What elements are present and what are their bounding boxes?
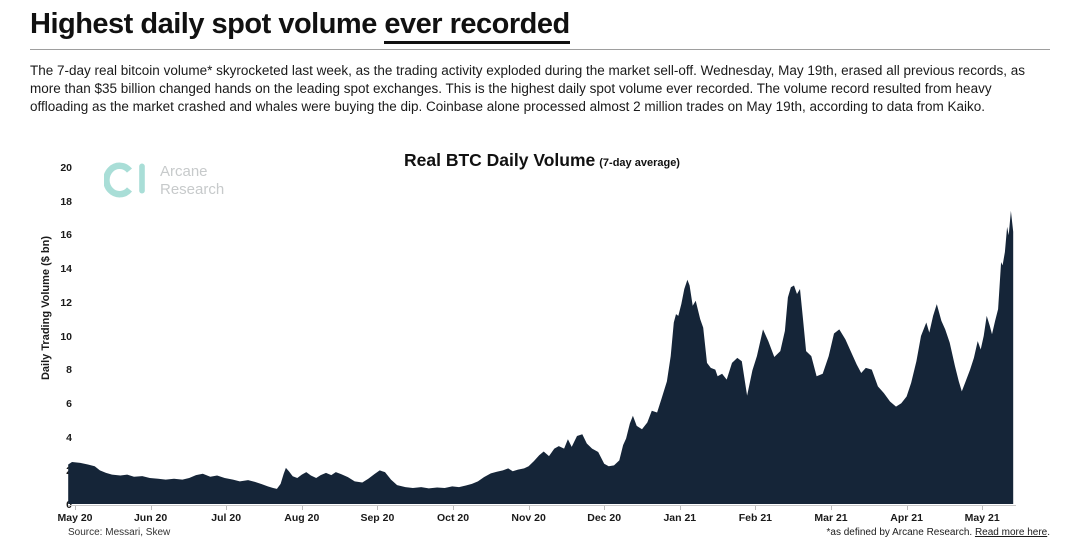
x-tick-mark [301,506,303,510]
volume-area-series [68,210,1014,505]
x-tick-label: Jan 21 [663,512,697,524]
read-more-link[interactable]: Read more here [974,527,1048,538]
x-tick-label: Jul 20 [211,512,242,524]
page-title-underlined: ever recorded [384,8,570,44]
y-tick-label: 20 [60,162,72,174]
x-tick-label: Feb 21 [738,512,773,524]
y-tick-label: 10 [60,330,72,343]
x-tick-mark [377,506,379,510]
x-tick-mark [679,506,681,510]
arcane-logo-icon [104,162,145,198]
x-tick-mark [755,506,757,510]
footnote-text: *as defined by Arcane Research. [826,527,975,538]
x-tick-mark [982,506,984,510]
x-tick-mark [226,506,228,510]
x-tick-label: May 20 [57,512,93,524]
arcane-logo-text: Arcane Research [160,163,224,199]
y-tick-label: 2 [28,464,72,478]
x-tick-mark [906,506,908,510]
intro-paragraph: The 7-day real bitcoin volume* skyrocket… [30,63,1025,114]
arcane-research-logo: Arcane Research [104,162,224,200]
y-tick-label: 14 [60,263,72,276]
x-tick-mark [75,506,76,510]
footnote-period: . [1047,527,1050,538]
y-tick-label: 12 [60,296,72,309]
y-tick-label: 8 [66,364,72,377]
btc-volume-area-chart [68,210,1016,506]
chart-title: Real BTC Daily Volume (7-day average) [68,150,1016,171]
page-title-normal: Highest daily spot volume [30,8,385,40]
x-tick-label: Nov 20 [511,512,546,524]
x-tick-mark [831,506,832,510]
x-tick-mark [604,506,606,510]
source-note: Source: Messari, Skew [68,527,171,538]
x-tick-label: Sep 20 [360,512,395,524]
x-tick-mark [453,506,454,510]
x-tick-mark [528,506,530,510]
x-tick-label: Dec 20 [587,512,622,524]
logo-line2: Research [160,181,225,198]
y-tick-label: 6 [66,397,72,410]
x-tick-label: May 21 [964,512,1000,524]
x-tick-label: Apr 21 [890,512,923,524]
y-tick-label: 4 [66,431,72,444]
y-tick-label: 18 [60,195,72,208]
x-tick-mark [150,506,152,510]
page-title: Highest daily spot volume ever recorded [30,8,570,44]
logo-line1: Arcane [160,163,208,180]
x-tick-label: Jun 20 [133,512,168,524]
chart-title-sub: (7-day average) [599,157,680,169]
chart-title-main: Real BTC Daily Volume [404,150,596,170]
x-tick-label: Aug 20 [284,512,320,524]
x-tick-label: Oct 20 [436,512,470,524]
y-tick-label: 0 [66,499,72,511]
footnote: *as defined by Arcane Research. Read mor… [827,527,1050,538]
title-divider [30,49,1050,50]
x-tick-label: Mar 21 [814,512,848,524]
y-tick-label: 16 [60,229,72,242]
